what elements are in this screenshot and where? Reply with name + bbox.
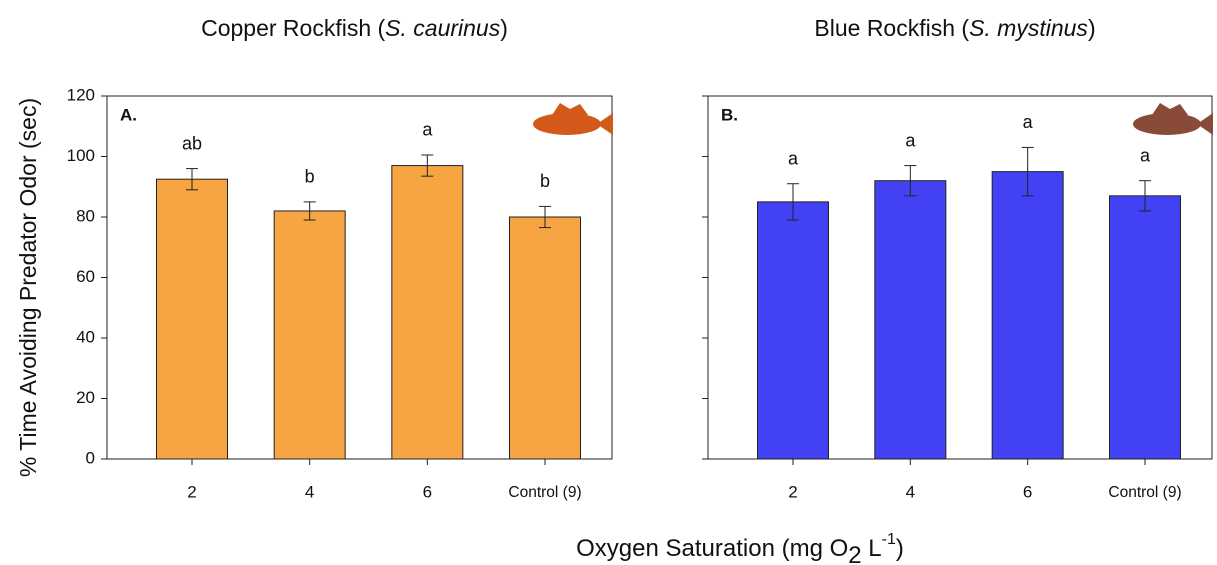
x-tick-label: 6	[423, 482, 432, 501]
significance-letter: a	[788, 148, 799, 168]
x-label-sub: 2	[848, 542, 861, 565]
title-part: S. caurinus	[385, 15, 501, 41]
chart-title: Copper Rockfish (S. caurinus)	[201, 15, 508, 41]
x-label-part: )	[896, 535, 904, 562]
x-tick-label: Control (9)	[1108, 484, 1181, 501]
bar	[510, 217, 581, 459]
y-tick-label: 80	[76, 206, 95, 225]
significance-letter: a	[422, 120, 433, 140]
fish-fin	[1152, 103, 1188, 115]
significance-letter: a	[1023, 112, 1034, 132]
figure: Oxygen Saturation (mg O2 L-1) Copper Roc…	[0, 0, 1217, 565]
y-tick-label: 20	[76, 388, 95, 407]
bar	[392, 166, 463, 459]
title-part: )	[500, 15, 508, 41]
significance-letter: b	[305, 167, 315, 187]
x-tick-label: 2	[788, 482, 797, 501]
fish-fin	[552, 103, 588, 115]
fish-tail	[597, 113, 613, 135]
title-part: S. mystinus	[969, 15, 1088, 41]
chart-title: Blue Rockfish (S. mystinus)	[814, 15, 1095, 41]
bar	[875, 181, 946, 459]
x-tick-label: Control (9)	[508, 484, 581, 501]
x-label-sup: -1	[882, 531, 896, 548]
bar	[157, 179, 228, 459]
panel-label: B.	[721, 105, 738, 124]
panel-label: A.	[120, 105, 137, 124]
title-part: Blue Rockfish (	[814, 15, 969, 41]
y-tick-label: 120	[67, 85, 95, 104]
title-part: Copper Rockfish (	[201, 15, 385, 41]
x-tick-label: 4	[906, 482, 915, 501]
bar	[1110, 196, 1181, 459]
bar	[758, 202, 829, 459]
significance-letter: b	[540, 171, 550, 191]
bar	[274, 211, 345, 459]
x-axis-label: Oxygen Saturation (mg O2 L-1)	[576, 531, 904, 565]
x-label-part: Oxygen Saturation (mg O	[576, 535, 848, 562]
x-tick-label: 4	[305, 482, 314, 501]
y-tick-label: 40	[76, 327, 95, 346]
significance-letter: a	[905, 130, 916, 150]
x-tick-label: 6	[1023, 482, 1032, 501]
bar	[992, 172, 1063, 459]
significance-letter: ab	[182, 133, 202, 153]
y-tick-label: 0	[86, 448, 95, 467]
y-tick-label: 60	[76, 267, 95, 286]
fish-tail	[1197, 113, 1213, 135]
x-tick-label: 2	[187, 482, 196, 501]
page: Oxygen Saturation (mg O2 L-1) Copper Roc…	[0, 0, 1217, 565]
title-part: )	[1088, 15, 1096, 41]
y-axis-label: % Time Avoiding Predator Odor (sec)	[15, 98, 41, 477]
fish-icon	[533, 113, 601, 135]
fish-icon	[1133, 113, 1201, 135]
y-tick-label: 100	[67, 146, 95, 165]
x-label-part: L	[862, 535, 882, 562]
significance-letter: a	[1140, 145, 1151, 165]
